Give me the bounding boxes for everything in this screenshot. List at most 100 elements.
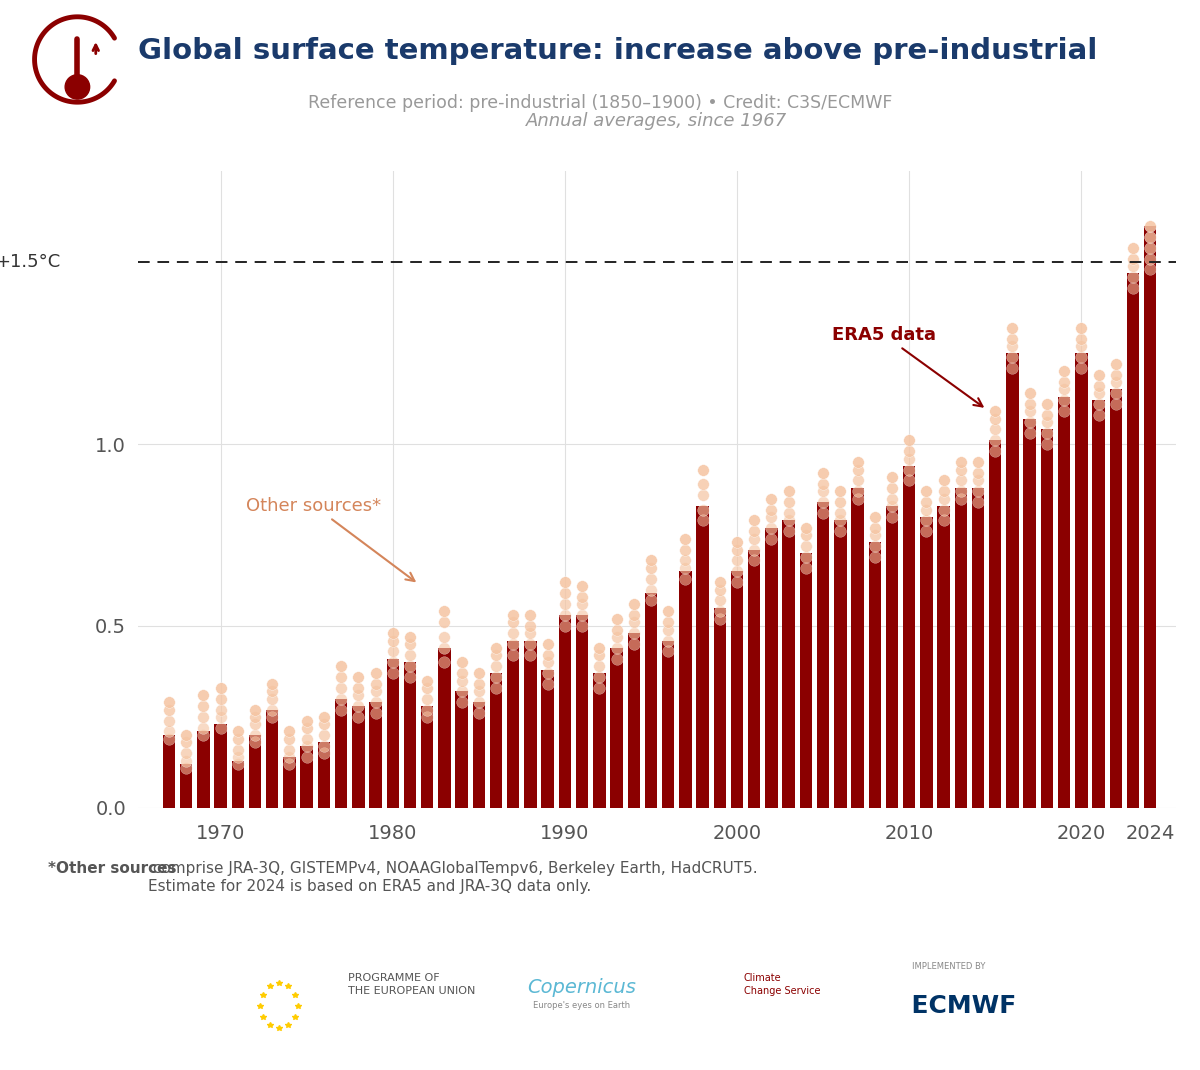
Point [383,654,402,671]
Point [710,592,730,609]
Point [797,519,816,536]
Point [298,712,317,729]
Point [710,581,730,598]
Point [694,511,713,529]
Point [1003,348,1022,365]
Point [280,755,299,773]
Point [1123,279,1142,296]
Circle shape [65,75,90,100]
Point [900,472,919,489]
Point [228,723,247,740]
Point [246,701,265,718]
Point [694,487,713,504]
Point [589,639,608,656]
Bar [817,502,829,808]
Point [418,679,437,697]
Point [331,690,350,707]
Point [968,472,988,489]
Point [331,679,350,697]
Point [194,708,214,725]
Point [882,490,901,507]
Point [659,621,678,638]
Point [589,669,608,686]
Point [160,730,179,747]
Point [1072,360,1091,377]
Point [298,748,317,765]
Point [469,664,488,682]
Bar [335,699,347,808]
Point [349,687,368,704]
Point [641,552,660,569]
Point [521,646,540,663]
Point [572,596,592,613]
Point [848,483,868,500]
Point [504,614,523,631]
Point [814,493,833,510]
Point [745,523,764,540]
Point [211,679,230,697]
Point [1055,373,1074,391]
Point [589,657,608,674]
Point [521,625,540,642]
Point [486,679,505,697]
Point [865,537,884,554]
Point [934,501,953,518]
Point [830,511,850,529]
Point [298,737,317,754]
Point [985,402,1004,419]
Point [830,523,850,540]
Point [504,636,523,653]
Point [641,592,660,609]
Point [556,607,575,624]
Point [572,588,592,606]
Point [607,639,626,656]
Point [797,537,816,554]
Point [1140,261,1159,278]
Bar [300,746,313,808]
Point [160,712,179,729]
Point [298,730,317,747]
Point [194,687,214,704]
Point [434,614,454,631]
Point [452,683,472,700]
Bar [403,662,416,808]
Point [1055,402,1074,419]
Point [504,607,523,624]
Point [194,719,214,736]
Point [641,581,660,598]
Point [779,511,798,529]
Bar [920,517,932,808]
Point [263,701,282,718]
Bar [937,506,950,808]
Point [779,493,798,510]
Point [434,639,454,656]
Point [1106,373,1126,391]
Point [694,461,713,478]
Point [934,490,953,507]
Point [194,698,214,715]
Point [917,483,936,500]
Point [952,472,971,489]
Point [589,646,608,663]
Point [211,701,230,718]
Point [572,607,592,624]
Point [830,483,850,500]
Point [676,560,695,577]
Bar [851,488,864,808]
Bar [1075,353,1087,808]
Point [176,734,196,751]
Point [985,432,1004,449]
Point [745,552,764,569]
Text: comprise JRA-3Q, GISTEMPv4, NOAAGlobalTempv6, Berkeley Earth, HadCRUT5.
Estimate: comprise JRA-3Q, GISTEMPv4, NOAAGlobalTe… [148,861,757,893]
Bar [593,673,606,808]
Point [727,541,746,559]
Point [865,508,884,525]
Point [1123,257,1142,274]
Point [659,602,678,620]
Point [521,617,540,635]
Point [176,745,196,762]
Point [607,628,626,645]
Point [830,493,850,510]
Point [727,552,746,569]
Bar [1007,353,1019,808]
